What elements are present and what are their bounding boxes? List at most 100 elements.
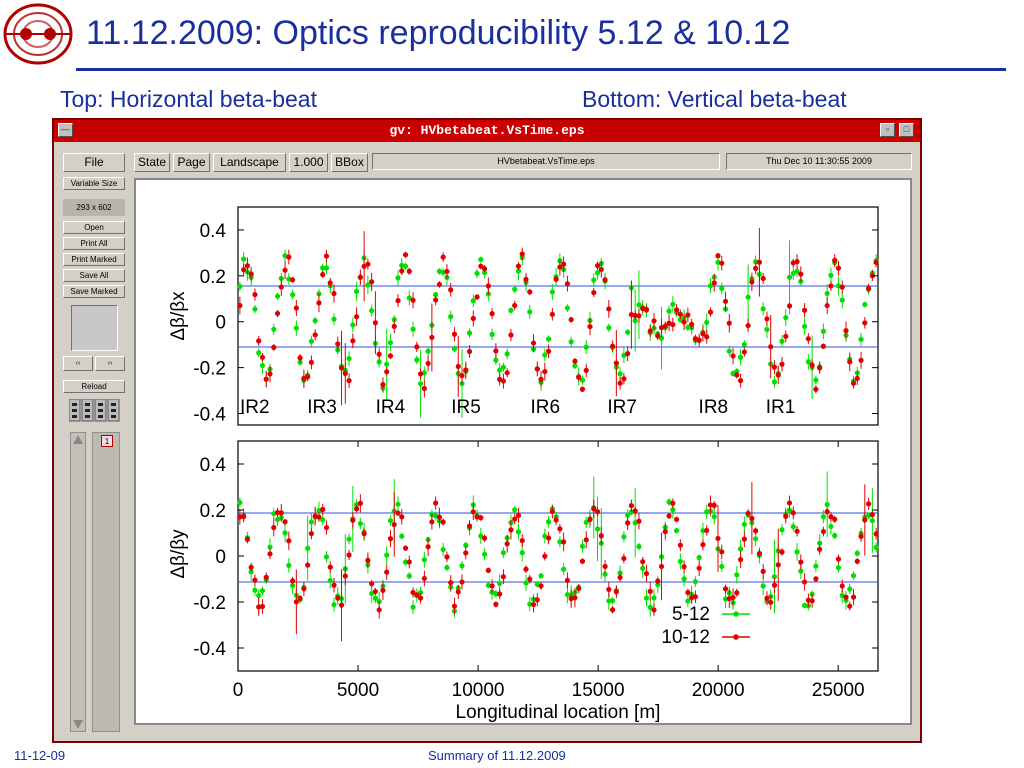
data-point xyxy=(331,582,337,588)
data-point xyxy=(346,378,352,384)
data-point xyxy=(549,289,555,295)
file-menu-button[interactable]: File xyxy=(63,153,125,172)
data-point xyxy=(440,254,446,260)
data-point xyxy=(350,322,356,328)
data-point xyxy=(256,604,262,610)
data-point xyxy=(293,599,299,605)
data-point xyxy=(670,500,676,506)
data-point xyxy=(719,549,725,555)
data-point xyxy=(647,604,653,611)
legend-marker-series-2 xyxy=(733,634,739,640)
data-point xyxy=(745,322,751,329)
data-point xyxy=(700,542,706,548)
page-list[interactable]: 1 xyxy=(92,432,120,732)
data-point xyxy=(564,577,571,584)
data-point xyxy=(395,298,401,304)
page-scrollbar[interactable] xyxy=(70,432,86,732)
data-point xyxy=(813,377,819,383)
data-point xyxy=(568,339,574,345)
beta-beat-plots: 0.4 0.2 0 -0.2 -0.4 IR2 IR3 IR4 IR5 IR6 IR7 IR8 IR1… xyxy=(168,206,879,722)
data-point xyxy=(606,325,612,331)
next-page-icon[interactable]: ›› xyxy=(95,356,125,371)
data-point xyxy=(715,253,721,259)
data-point xyxy=(643,595,650,601)
data-point xyxy=(775,562,781,568)
data-point xyxy=(497,580,503,586)
data-point xyxy=(609,607,616,613)
data-point xyxy=(267,544,273,550)
data-point xyxy=(779,549,785,555)
data-point xyxy=(591,289,597,296)
x-axis-ticks: 0 5000 10000 15000 20000 25000 xyxy=(233,441,865,701)
data-point xyxy=(459,373,465,379)
prev-page-icon[interactable]: ‹‹ xyxy=(63,356,93,371)
data-point xyxy=(579,386,586,392)
scroll-up-icon[interactable] xyxy=(73,435,83,444)
data-point xyxy=(259,354,266,360)
data-point xyxy=(410,326,416,332)
data-point xyxy=(591,277,597,283)
page-list-item[interactable]: 1 xyxy=(101,435,113,447)
data-point xyxy=(779,338,785,344)
page-menu-button[interactable]: Page xyxy=(173,153,210,172)
data-point xyxy=(338,602,345,608)
data-point xyxy=(704,334,710,340)
data-point xyxy=(786,274,793,280)
data-point xyxy=(745,294,751,300)
open-button[interactable]: Open xyxy=(63,221,125,234)
data-point xyxy=(655,582,661,588)
data-point xyxy=(429,519,435,525)
data-point xyxy=(267,371,273,377)
subtitle-vertical: Bottom: Vertical beta-beat xyxy=(582,86,847,112)
data-point xyxy=(609,343,616,349)
save-marked-button[interactable]: Save Marked xyxy=(63,285,125,298)
data-point xyxy=(289,582,296,589)
data-point xyxy=(244,263,251,269)
data-point xyxy=(293,305,299,311)
data-point xyxy=(801,602,808,609)
variable-size-button[interactable]: Variable Size xyxy=(63,177,125,190)
bbox-button[interactable]: BBox xyxy=(331,153,368,172)
data-point xyxy=(406,268,412,274)
page-preview[interactable] xyxy=(71,305,118,351)
y-tick-label: -0.2 xyxy=(193,359,226,380)
reload-button[interactable]: Reload xyxy=(63,380,125,393)
data-point xyxy=(399,268,405,274)
data-point xyxy=(289,578,296,584)
scroll-down-icon[interactable] xyxy=(73,720,83,729)
x-tick-label: 0 xyxy=(233,680,244,701)
data-point xyxy=(862,301,868,308)
data-point xyxy=(756,550,763,557)
data-point xyxy=(824,501,830,508)
ir-label: IR7 xyxy=(607,397,637,418)
data-point xyxy=(813,386,819,392)
data-point xyxy=(681,564,687,570)
data-point xyxy=(741,536,747,542)
data-point xyxy=(470,509,476,515)
data-point xyxy=(741,341,747,348)
save-all-button[interactable]: Save All xyxy=(63,269,125,282)
print-all-button[interactable]: Print All xyxy=(63,237,125,250)
data-point xyxy=(244,536,251,542)
legend: 5-12 10-12 xyxy=(661,604,750,648)
y-tick-label: 0.4 xyxy=(200,455,227,476)
orientation-button[interactable]: Landscape xyxy=(213,153,286,172)
zoom-button[interactable]: 1.000 xyxy=(289,153,328,172)
state-menu-button[interactable]: State xyxy=(134,153,170,172)
minimize-icon[interactable]: ▫ xyxy=(880,123,895,137)
data-point xyxy=(820,343,827,349)
maximize-icon[interactable]: □ xyxy=(899,123,914,137)
data-point xyxy=(395,510,401,516)
data-point xyxy=(594,509,601,515)
data-point xyxy=(685,312,691,318)
window-menu-icon[interactable]: — xyxy=(58,123,73,137)
print-marked-button[interactable]: Print Marked xyxy=(63,253,125,266)
data-point xyxy=(474,294,480,300)
data-point xyxy=(730,353,736,359)
data-point xyxy=(342,370,348,376)
document-canvas[interactable] xyxy=(134,178,912,725)
gv-titlebar[interactable]: gv: HVbetabeat.VsTime.eps xyxy=(54,120,920,142)
page-nav-icons[interactable] xyxy=(69,399,121,423)
data-point xyxy=(609,598,616,604)
data-point xyxy=(237,283,243,290)
